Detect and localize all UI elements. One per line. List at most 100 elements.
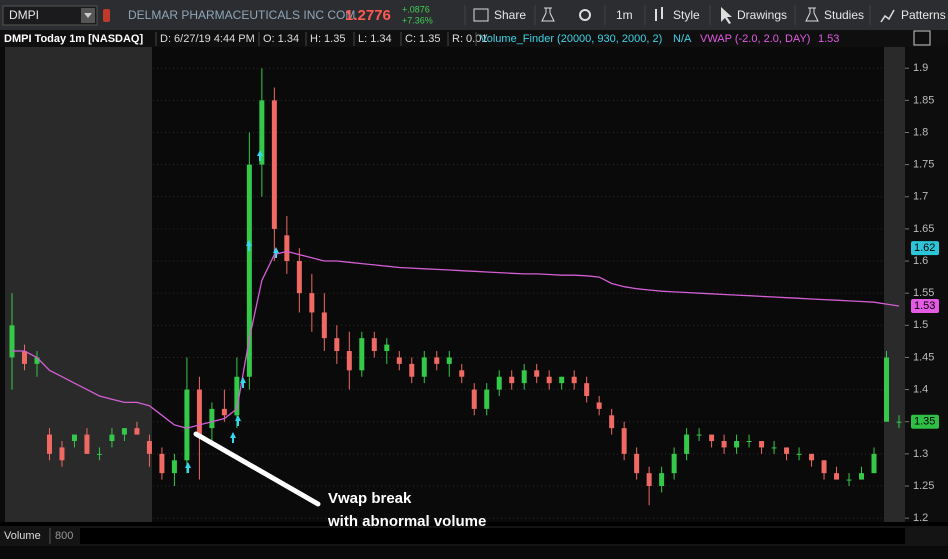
y-tick-label: 1.65 bbox=[913, 223, 934, 235]
annotation-line-2: with abnormal volume bbox=[327, 513, 486, 530]
drawings-button[interactable]: Drawings bbox=[737, 8, 787, 22]
candle-body bbox=[496, 376, 502, 390]
candle-body bbox=[896, 421, 902, 423]
y-tick-label: 1.45 bbox=[913, 351, 934, 363]
candle-body bbox=[259, 100, 265, 165]
vwap-line bbox=[12, 250, 900, 429]
patterns-icon bbox=[880, 9, 895, 23]
net-change: +.0876 bbox=[402, 4, 430, 14]
price-axis bbox=[905, 47, 948, 522]
candle-body bbox=[409, 363, 415, 377]
candle-body bbox=[109, 434, 115, 442]
candle-body bbox=[71, 434, 77, 442]
candle-body bbox=[434, 357, 440, 364]
candle-body bbox=[296, 261, 302, 294]
style-button[interactable]: Style bbox=[673, 8, 700, 22]
volume-strip bbox=[80, 528, 905, 544]
candle-body bbox=[784, 447, 790, 454]
candle-body bbox=[696, 434, 702, 436]
candle-body bbox=[221, 408, 227, 416]
candle-body bbox=[21, 351, 27, 364]
pct-change: +7.36% bbox=[402, 15, 433, 25]
symbol-box[interactable] bbox=[2, 5, 98, 26]
price-marker-box bbox=[911, 299, 939, 314]
y-tick-label: 1.5 bbox=[913, 319, 928, 331]
studies-button[interactable]: Studies bbox=[824, 8, 864, 22]
toolbar-separators bbox=[464, 5, 871, 25]
candle-body bbox=[671, 453, 677, 474]
candle-body bbox=[46, 434, 52, 454]
candle-body bbox=[584, 383, 590, 397]
candle-body bbox=[171, 460, 177, 474]
candle-body bbox=[509, 376, 515, 384]
candle-body bbox=[421, 357, 427, 377]
y-tick-label: 1.7 bbox=[913, 191, 928, 203]
volume-scale: 800 bbox=[55, 530, 73, 542]
candle-body bbox=[634, 453, 640, 474]
info-item: DMPI Today 1m [NASDAQ] bbox=[4, 33, 143, 45]
candle-body bbox=[234, 376, 240, 416]
candle-body bbox=[559, 376, 565, 384]
y-tick-label: 1.25 bbox=[913, 480, 934, 492]
link-icon[interactable] bbox=[103, 9, 110, 22]
candle-body bbox=[796, 453, 802, 455]
candle-body bbox=[346, 351, 352, 371]
y-tick-label: 1.4 bbox=[913, 383, 928, 395]
candle-body bbox=[34, 357, 40, 364]
flask-icon[interactable] bbox=[541, 7, 555, 22]
y-tick-label: 1.85 bbox=[913, 94, 934, 106]
dropdown-icon bbox=[84, 13, 92, 18]
studies-icon bbox=[805, 7, 819, 22]
info-item: VWAP (-2.0, 2.0, DAY) bbox=[700, 33, 810, 45]
candle-body bbox=[359, 338, 365, 371]
candle-body bbox=[271, 100, 277, 229]
candle-body bbox=[621, 428, 627, 454]
candle-body bbox=[471, 389, 477, 409]
gear-icon[interactable] bbox=[579, 9, 591, 21]
collapse-icon[interactable] bbox=[913, 30, 931, 46]
candle-body bbox=[459, 370, 465, 377]
info-item: L: 1.34 bbox=[358, 33, 392, 45]
candle-body bbox=[396, 357, 402, 364]
premarket-shade bbox=[5, 47, 152, 522]
info-item: C: 1.35 bbox=[405, 33, 440, 45]
info-item: O: 1.34 bbox=[263, 33, 299, 45]
volume-plot bbox=[0, 546, 948, 559]
candle-body bbox=[646, 473, 652, 487]
info-item: H: 1.35 bbox=[310, 33, 345, 45]
share-button[interactable]: Share bbox=[494, 8, 526, 22]
info-item: R: 0.01 bbox=[452, 33, 487, 45]
timeframe-button[interactable]: 1m bbox=[616, 8, 633, 22]
volume-label: Volume bbox=[4, 530, 41, 542]
candle-body bbox=[596, 402, 602, 409]
y-tick-label: 1.55 bbox=[913, 287, 934, 299]
candle-body bbox=[184, 389, 190, 461]
symbol: DMPI bbox=[9, 8, 39, 22]
y-tick-label: 1.8 bbox=[913, 126, 928, 138]
candle-body bbox=[84, 434, 90, 454]
candle-body bbox=[446, 357, 452, 364]
price-marker-label: 1.35 bbox=[914, 416, 935, 428]
candle-body bbox=[721, 441, 727, 448]
candle-body bbox=[309, 293, 315, 313]
candle-body bbox=[571, 376, 577, 384]
candle-body bbox=[846, 479, 852, 481]
candle-body bbox=[534, 370, 540, 377]
patterns-button[interactable]: Patterns bbox=[901, 8, 946, 22]
candle-body bbox=[609, 415, 615, 429]
info-item: Volume_Finder (20000, 930, 2000, 2) bbox=[480, 33, 662, 45]
candle-body bbox=[484, 389, 490, 409]
afterhours-shade bbox=[884, 47, 905, 522]
candle-body bbox=[371, 338, 377, 352]
y-tick-label: 1.2 bbox=[913, 512, 928, 524]
candle-body bbox=[884, 357, 890, 422]
y-tick-label: 1.75 bbox=[913, 159, 934, 171]
candle-body bbox=[546, 376, 552, 384]
candle-body bbox=[159, 453, 165, 474]
style-icon bbox=[655, 7, 663, 21]
candle-body bbox=[771, 447, 777, 449]
candle-body bbox=[246, 164, 252, 377]
candle-body bbox=[59, 447, 65, 461]
candle-body bbox=[871, 453, 877, 474]
